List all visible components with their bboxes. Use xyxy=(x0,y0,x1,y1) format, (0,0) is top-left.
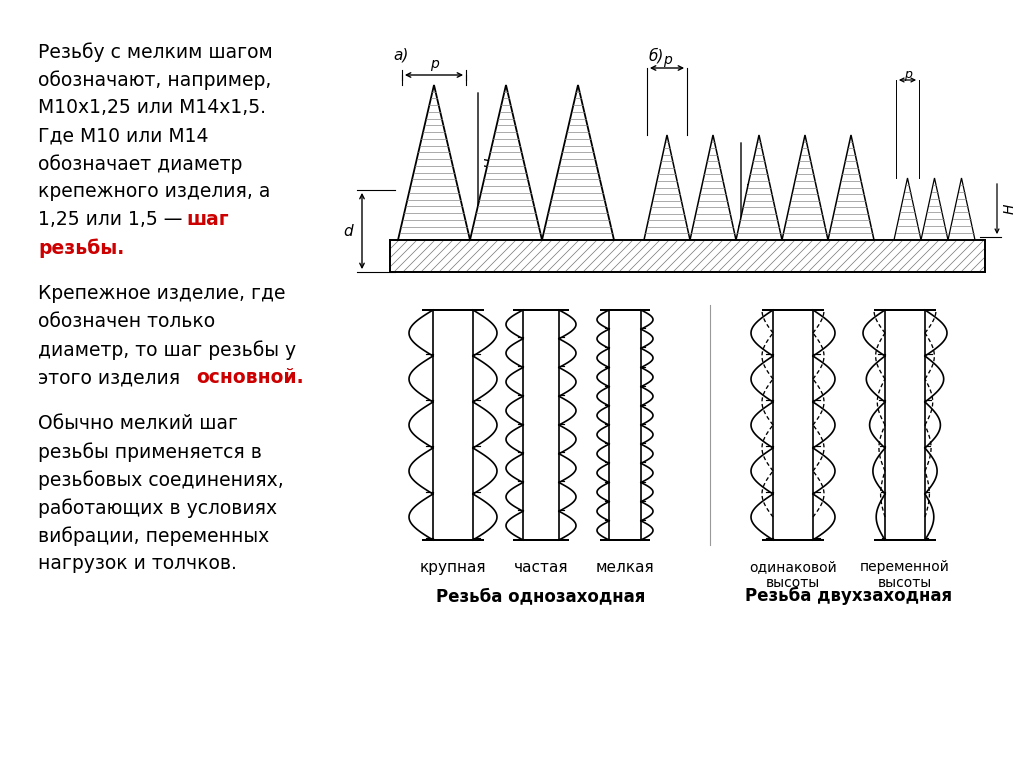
Polygon shape xyxy=(398,85,470,240)
Polygon shape xyxy=(542,85,614,240)
Polygon shape xyxy=(894,178,921,240)
Text: обозначен только: обозначен только xyxy=(38,312,215,331)
Text: Крепежное изделие, где: Крепежное изделие, где xyxy=(38,284,286,303)
Polygon shape xyxy=(828,135,874,240)
Text: Резьба двухзаходная: Резьба двухзаходная xyxy=(745,587,952,605)
Polygon shape xyxy=(921,178,948,240)
Text: М10х1,25 или М14х1,5.: М10х1,25 или М14х1,5. xyxy=(38,98,266,117)
Text: нагрузок и толчков.: нагрузок и толчков. xyxy=(38,554,237,573)
Text: Обычно мелкий шаг: Обычно мелкий шаг xyxy=(38,414,238,433)
Text: основной.: основной. xyxy=(196,368,304,387)
Text: шаг: шаг xyxy=(186,210,228,229)
Text: одинаковой
высоты: одинаковой высоты xyxy=(750,560,837,590)
Text: d: d xyxy=(343,223,353,239)
Polygon shape xyxy=(736,135,782,240)
Text: p: p xyxy=(430,57,438,71)
Text: б): б) xyxy=(649,48,665,64)
Text: частая: частая xyxy=(514,560,568,575)
Text: работающих в условиях: работающих в условиях xyxy=(38,498,278,518)
Text: H: H xyxy=(1002,204,1017,214)
Text: Резьба однозаходная: Резьба однозаходная xyxy=(436,587,646,605)
Text: H: H xyxy=(484,157,498,167)
Polygon shape xyxy=(948,178,975,240)
Text: резьбы применяется в: резьбы применяется в xyxy=(38,442,262,462)
Polygon shape xyxy=(644,135,690,240)
Text: вибрации, переменных: вибрации, переменных xyxy=(38,526,269,546)
Text: обозначают, например,: обозначают, например, xyxy=(38,70,271,90)
Text: резьбовых соединениях,: резьбовых соединениях, xyxy=(38,470,284,490)
Text: крепежного изделия, а: крепежного изделия, а xyxy=(38,182,270,201)
Text: 1,25 или 1,5 —: 1,25 или 1,5 — xyxy=(38,210,188,229)
Text: переменной
высоты: переменной высоты xyxy=(860,560,950,590)
Text: диаметр, то шаг резьбы у: диаметр, то шаг резьбы у xyxy=(38,340,296,359)
Polygon shape xyxy=(782,135,828,240)
Text: этого изделия: этого изделия xyxy=(38,368,186,387)
Text: мелкая: мелкая xyxy=(596,560,654,575)
Text: а): а) xyxy=(393,48,409,63)
Text: Где М10 или М14: Где М10 или М14 xyxy=(38,126,209,145)
Bar xyxy=(390,240,985,272)
Text: обозначает диаметр: обозначает диаметр xyxy=(38,154,243,174)
Text: крупная: крупная xyxy=(420,560,486,575)
Text: резьбы.: резьбы. xyxy=(38,238,124,257)
Polygon shape xyxy=(690,135,736,240)
Text: Резьбу с мелким шагом: Резьбу с мелким шагом xyxy=(38,42,272,61)
Text: p: p xyxy=(903,68,911,81)
Text: p: p xyxy=(663,53,672,67)
Polygon shape xyxy=(470,85,542,240)
Text: H: H xyxy=(746,182,761,193)
